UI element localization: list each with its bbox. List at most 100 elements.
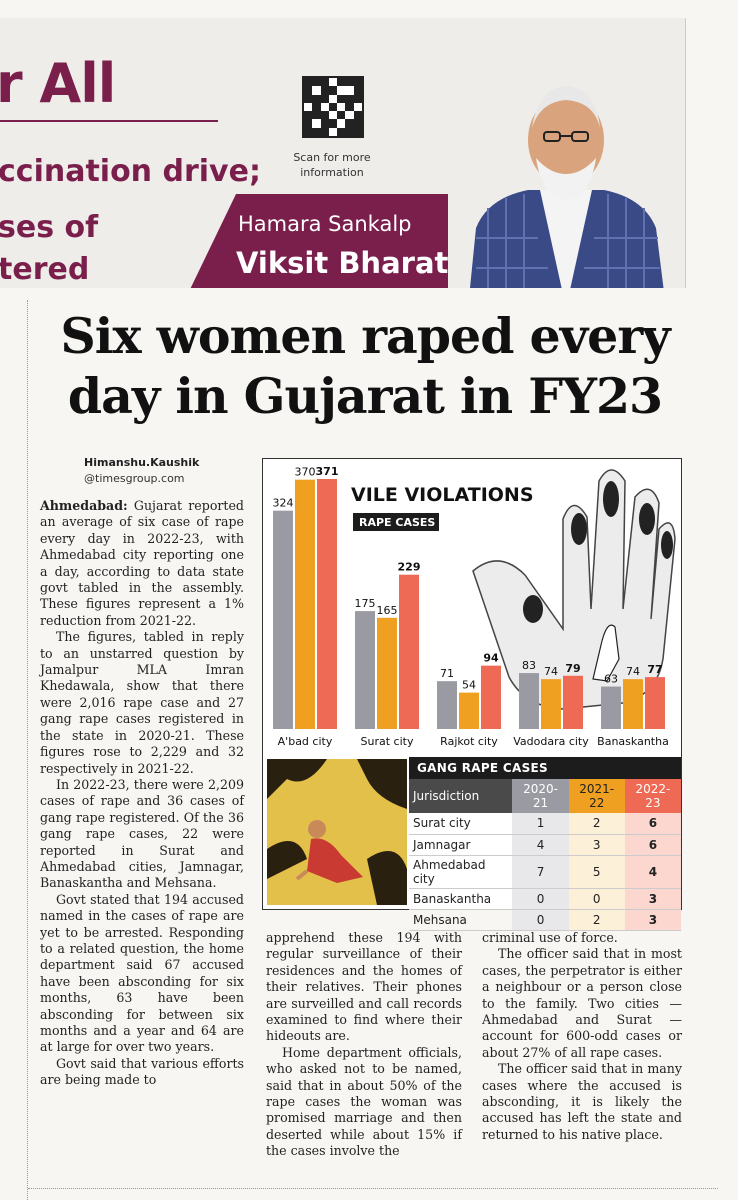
article-column-3: criminal use of force. The officer said … bbox=[482, 930, 682, 1186]
bar-value-label: 371 bbox=[316, 465, 339, 478]
cell-value: 5 bbox=[568, 855, 625, 889]
paragraph: In 2022-23, there were 2,209 cases of ra… bbox=[40, 776, 244, 891]
category-label: Surat city bbox=[361, 735, 414, 748]
cell-value: 7 bbox=[512, 855, 569, 889]
cell-value: 1 bbox=[512, 813, 569, 835]
bar bbox=[601, 686, 621, 729]
paragraph: The officer said that in many cases wher… bbox=[482, 1061, 682, 1142]
cell-value: 0 bbox=[512, 888, 569, 910]
qr-code-icon[interactable] bbox=[302, 76, 364, 138]
table-row: Banaskantha 0 0 3 bbox=[409, 888, 681, 910]
bar-value-label: 79 bbox=[565, 662, 580, 675]
bar bbox=[377, 617, 397, 729]
bar-value-label: 94 bbox=[483, 652, 499, 665]
ad-headline-fragment: r All bbox=[0, 52, 116, 115]
sankalp-banner: Hamara Sankalp Viksit Bharat bbox=[182, 194, 482, 288]
cell-value: 2 bbox=[568, 909, 625, 931]
author-email: @timesgroup.com bbox=[84, 472, 185, 485]
bar-value-label: 370 bbox=[295, 466, 316, 479]
paragraph: Govt said that various efforts are being… bbox=[40, 1055, 244, 1088]
paragraph: The figures, tabled in reply to an unsta… bbox=[40, 629, 244, 776]
ad-line-4: tered bbox=[0, 252, 90, 287]
bar-value-label: 71 bbox=[440, 667, 454, 680]
bottom-divider bbox=[28, 1188, 718, 1189]
cell-jurisdiction: Mehsana bbox=[409, 909, 513, 931]
table-row: Jamnagar 4 3 6 bbox=[409, 834, 681, 856]
bar-value-label: 165 bbox=[377, 604, 398, 617]
cell-value: 3 bbox=[624, 888, 681, 910]
table-header-row: Jurisdiction 2020-21 2021-22 2022-23 bbox=[409, 779, 681, 813]
column-header: Jurisdiction bbox=[409, 779, 513, 813]
tagline-2: Viksit Bharat bbox=[236, 246, 449, 280]
paragraph: The officer said that in most cases, the… bbox=[482, 946, 682, 1060]
cell-value: 3 bbox=[624, 909, 681, 931]
cell-value: 3 bbox=[568, 834, 625, 856]
bar-value-label: 175 bbox=[355, 597, 376, 610]
gang-table-title: GANG RAPE CASES bbox=[409, 757, 681, 779]
cell-jurisdiction: Banaskantha bbox=[409, 888, 513, 910]
category-label: Rajkot city bbox=[440, 735, 498, 748]
chart-title: VILE VIOLATIONS bbox=[351, 484, 534, 506]
table-row: Surat city 1 2 6 bbox=[409, 813, 681, 835]
cell-value: 6 bbox=[624, 834, 681, 856]
tagline-1: Hamara Sankalp bbox=[238, 212, 412, 236]
bar bbox=[459, 692, 479, 729]
paragraph: Home department officials, who asked not… bbox=[266, 1044, 462, 1159]
bar-value-label: 74 bbox=[626, 665, 640, 678]
infographic: VILE VIOLATIONS RAPE CASES 324 370 371 175 1… bbox=[262, 458, 682, 931]
paragraph: criminal use of force. bbox=[482, 930, 618, 945]
bar bbox=[519, 673, 539, 729]
portrait-photo bbox=[448, 58, 684, 288]
government-advertisement: r All ccination drive; ses of tered Scan… bbox=[0, 18, 686, 288]
bar bbox=[437, 681, 457, 729]
paragraph: apprehend these 194 with regular surveil… bbox=[266, 930, 462, 1044]
cell-value: 6 bbox=[624, 813, 681, 835]
cell-value: 4 bbox=[624, 855, 681, 889]
gang-rape-table-container: GANG RAPE CASES Jurisdiction 2020-21 202… bbox=[409, 757, 681, 931]
cell-jurisdiction: Surat city bbox=[409, 813, 513, 835]
chart-subtitle: RAPE CASES bbox=[359, 516, 435, 529]
illustration bbox=[267, 759, 407, 905]
bar-value-label: 63 bbox=[604, 673, 618, 686]
article-headline: Six women raped every day in Gujarat in … bbox=[60, 307, 670, 425]
ad-line-2: ccination drive; bbox=[0, 154, 261, 189]
bar bbox=[481, 665, 501, 729]
cell-value: 4 bbox=[512, 834, 569, 856]
table-row: Mehsana 0 2 3 bbox=[409, 909, 681, 931]
ad-divider bbox=[0, 120, 218, 122]
bar bbox=[355, 611, 375, 729]
bar-value-label: 54 bbox=[462, 679, 476, 692]
bar bbox=[399, 574, 419, 729]
column-header: 2020-21 bbox=[512, 779, 569, 813]
bar-value-label: 324 bbox=[273, 497, 294, 510]
paragraph: Ahmedabad: Gujarat reported an average o… bbox=[40, 498, 244, 629]
cell-jurisdiction: Ahmedabad city bbox=[409, 855, 513, 889]
bar bbox=[623, 679, 643, 729]
bar-value-label: 77 bbox=[647, 663, 662, 676]
cell-value: 2 bbox=[568, 813, 625, 835]
paragraph-text: Gujarat reported an average of six case … bbox=[40, 498, 244, 628]
bar bbox=[563, 675, 583, 729]
dateline: Ahmedabad: bbox=[40, 498, 128, 513]
article-column-1: Ahmedabad: Gujarat reported an average o… bbox=[40, 498, 244, 1188]
cell-jurisdiction: Jamnagar bbox=[409, 834, 513, 856]
category-labels: A'bad city Surat city Rajkot city Vadodara … bbox=[278, 735, 669, 748]
bar bbox=[645, 677, 665, 729]
scan-caption: Scan for more information bbox=[293, 151, 371, 179]
column-header: 2022-23 bbox=[624, 779, 681, 813]
cell-value: 0 bbox=[512, 909, 569, 931]
category-label: Vadodara city bbox=[513, 735, 589, 748]
column-header: 2021-22 bbox=[568, 779, 625, 813]
subtitle-box bbox=[353, 513, 439, 531]
bar-value-label: 74 bbox=[544, 665, 558, 678]
category-label: A'bad city bbox=[278, 735, 333, 748]
gang-rape-table: Jurisdiction 2020-21 2021-22 2022-23 Sur… bbox=[409, 779, 681, 931]
bar bbox=[295, 479, 315, 729]
cell-value: 0 bbox=[568, 888, 625, 910]
paragraph: Govt stated that 194 accused named in th… bbox=[40, 891, 244, 1055]
category-label: Banaskantha bbox=[597, 735, 669, 748]
table-row: Ahmedabad city 7 5 4 bbox=[409, 855, 681, 889]
bar bbox=[317, 479, 337, 729]
